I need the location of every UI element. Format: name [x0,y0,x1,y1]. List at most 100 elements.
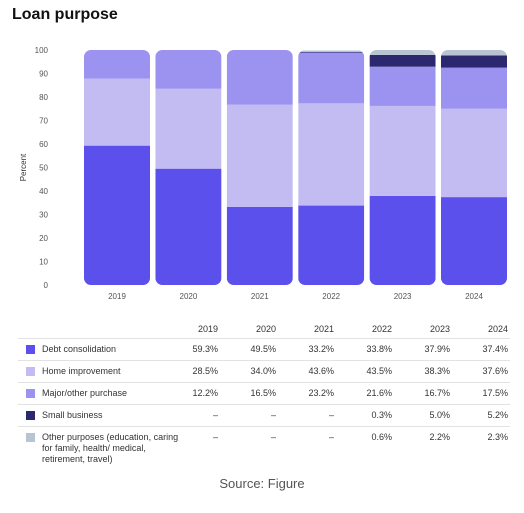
table-cell: 23.2% [308,388,334,398]
bar-segment [298,103,365,206]
table-cell: – [212,432,218,442]
y-tick-label: 60 [39,140,48,149]
table-cell: 2.2% [429,432,450,442]
table-header-year: 2024 [487,324,508,334]
y-tick-label: 0 [44,281,49,290]
y-tick-label: 100 [35,46,49,55]
bar-segment [441,197,507,285]
bar-segment [369,66,436,106]
bar-segment [298,50,365,52]
table-cell: 49.5% [250,344,276,354]
row-label: Other purposes (education, caring for fa… [42,432,179,464]
table-cell: 43.6% [308,366,334,376]
table-cell: 21.6% [366,388,392,398]
table-row: Major/other purchase 12.2% 16.5% 23.2% 21.6%… [18,382,510,404]
bar-stack-2020 [155,50,222,285]
x-tick-label: 2022 [322,292,340,301]
bar-segment [441,50,507,56]
bar-segment [84,145,150,285]
table-cell: 34.0% [250,366,276,376]
bar-segment [226,50,293,105]
table-cell: – [328,432,334,442]
y-tick-label: 30 [39,211,48,220]
source-note: Source: Figure [219,476,305,491]
bar-segment [155,168,222,285]
bar-segment [369,50,436,55]
table-header: 2019 2020 2021 2022 2023 2024 [18,324,510,338]
table-cell: 37.4% [482,344,508,354]
bar-segment [441,108,507,198]
table-header-year: 2021 [313,324,334,334]
table-header-year: 2023 [429,324,450,334]
table-cell: 0.3% [371,410,392,420]
bar-segment [441,55,507,68]
bar-segment [84,50,150,79]
table-cell: – [328,410,334,420]
table-header-year: 2019 [197,324,218,334]
table-header-year: 2020 [255,324,276,334]
stacked-bar-chart: Percent 0 10 20 30 40 50 60 70 80 90 100 2019 2020 202… [19,46,507,301]
table-row: Home improvement 28.5% 34.0% 43.6% 43.5% 38.3… [18,360,510,382]
bar-segment [298,205,365,285]
table-cell: – [270,410,276,420]
bar-segment [226,206,293,285]
bar-segment [155,50,222,89]
page-title: Loan purpose [12,6,118,23]
bar-segment [298,52,365,104]
bar-segment [155,88,222,169]
bar-stack-2019 [84,50,150,285]
y-tick-label: 90 [39,70,48,79]
x-tick-label: 2023 [394,292,412,301]
table-header-year: 2022 [371,324,392,334]
table-row: Debt consolidation 59.3% 49.5% 33.2% 33.8% 37… [18,338,510,360]
legend-swatch [26,433,35,442]
table-cell: 12.2% [192,388,218,398]
table-cell: 37.6% [482,366,508,376]
table-cell: 28.5% [192,366,218,376]
row-label: Debt consolidation [42,344,117,354]
y-axis-label: Percent [19,153,28,181]
table-cell: 59.3% [192,344,218,354]
table-cell: 16.5% [250,388,276,398]
legend-swatch [26,411,35,420]
y-tick-label: 40 [39,187,48,196]
table-cell: 37.9% [424,344,450,354]
bar-stack-2021 [226,50,293,285]
table-cell: 2.3% [487,432,508,442]
y-tick-label: 50 [39,164,48,173]
x-tick-label: 2024 [465,292,483,301]
y-tick-label: 80 [39,93,48,102]
table-row: Other purposes (education, caring for fa… [18,426,510,467]
bar-stack-2023 [369,50,436,285]
table-cell: 33.8% [366,344,392,354]
data-table: 2019 2020 2021 2022 2023 2024 Debt consolidat… [18,324,510,467]
table-cell: – [212,410,218,420]
row-label: Major/other purchase [42,388,128,398]
legend-swatch [26,367,35,376]
table-cell: 0.6% [371,432,392,442]
bar-segment [441,67,507,109]
x-tick-label: 2021 [251,292,269,301]
bar-stack-2024 [441,50,507,285]
table-cell: 33.2% [308,344,334,354]
row-label: Small business [42,410,103,420]
bar-segment [298,51,365,53]
y-tick-label: 70 [39,117,48,126]
bar-segment [84,78,150,146]
table-cell: 5.0% [429,410,450,420]
table-cell: 5.2% [487,410,508,420]
bar-segment [369,105,436,196]
table-cell: 17.5% [482,388,508,398]
table-cell: 43.5% [366,366,392,376]
legend-swatch [26,345,35,354]
x-tick-label: 2019 [108,292,126,301]
table-row: Small business – – – 0.3% 5.0% 5.2% [18,404,510,426]
row-label: Home improvement [42,366,121,376]
table-cell: 16.7% [424,388,450,398]
bar-segment [226,104,293,207]
bar-segment [369,195,436,285]
y-tick-label: 10 [39,258,48,267]
legend-swatch [26,389,35,398]
y-tick-label: 20 [39,234,48,243]
table-cell: 38.3% [424,366,450,376]
